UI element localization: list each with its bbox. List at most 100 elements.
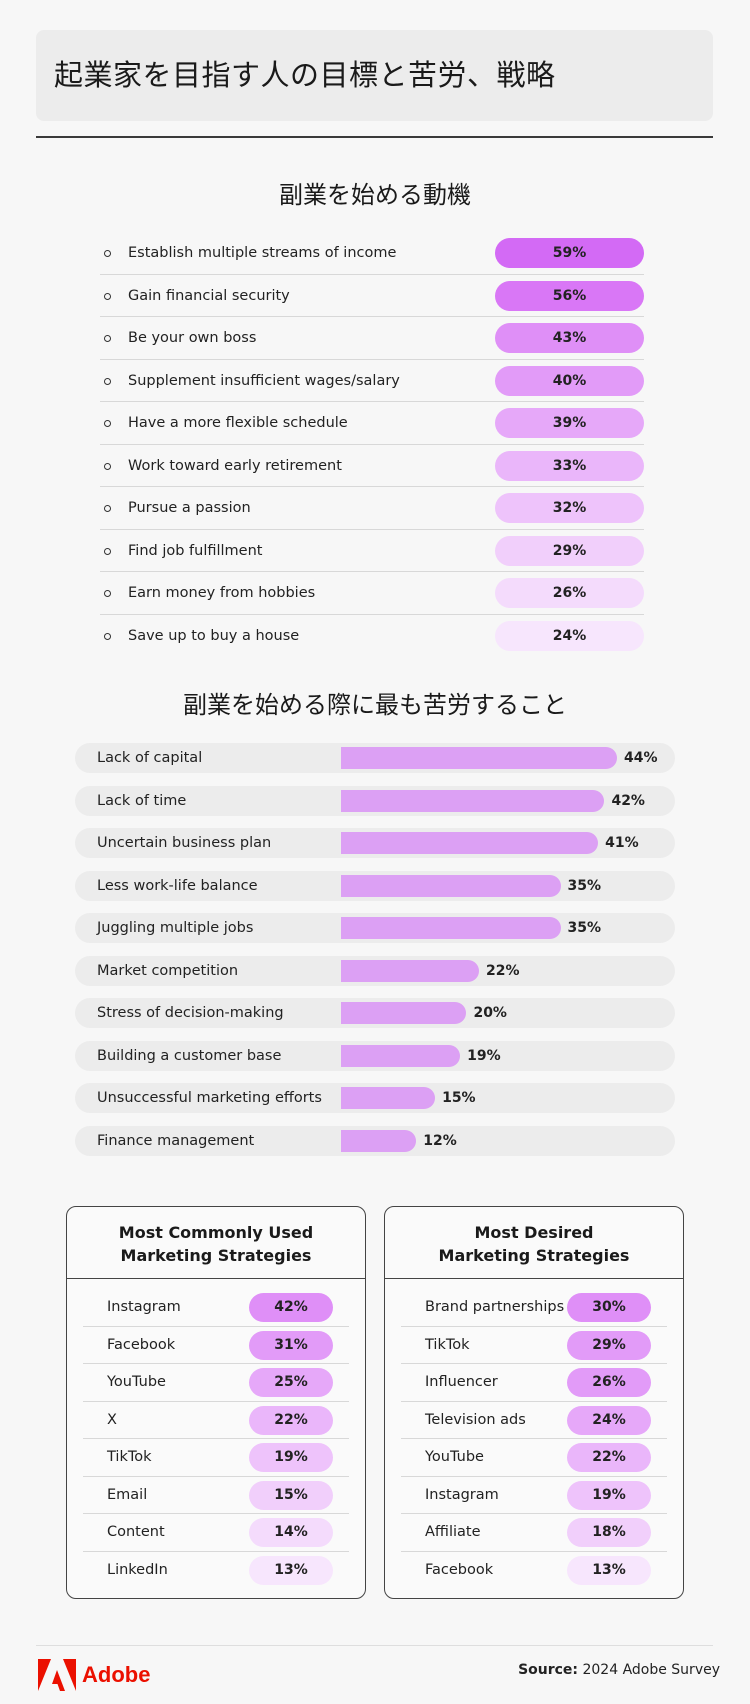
value-pill: 31% [249, 1330, 333, 1360]
strategy-label: Brand partnerships [425, 1299, 565, 1315]
value-pill: 29% [495, 535, 644, 566]
table-row: TikTok 19% [83, 1439, 349, 1477]
value-pill: 59% [495, 238, 644, 268]
bullet-icon [104, 590, 111, 597]
chart-row: Juggling multiple jobs 35% [75, 913, 675, 943]
card-title-line2: Marketing Strategies [120, 1246, 312, 1265]
bullet-icon [104, 505, 111, 512]
list-item: Be your own boss 43% [100, 317, 644, 360]
strategy-label: Facebook [425, 1561, 494, 1578]
strategy-label: YouTube [425, 1449, 484, 1465]
chart-bar [341, 747, 617, 769]
challenges-title: 副業を始める際に最も苦労すること [183, 691, 567, 719]
card-title-line1: Most Commonly Used [118, 1223, 314, 1242]
motivations-list: Establish multiple streams of income 59% G… [100, 232, 644, 657]
data-label: 35% [567, 877, 602, 894]
value-pill: 18% [567, 1518, 651, 1547]
card-most-desired: Most Desired Marketing Strategies Brand … [384, 1206, 684, 1599]
item-label: Find job fulfillment [128, 542, 263, 559]
strategy-label: Content [107, 1524, 165, 1540]
source-text: 2024 Adobe Survey [582, 1662, 720, 1678]
source-note: Source: 2024 Adobe Survey [518, 1662, 720, 1678]
value-pill: 13% [567, 1555, 651, 1585]
chart-bar [341, 1129, 417, 1152]
value-pill: 43% [495, 323, 644, 353]
strategy-label: Email [107, 1486, 148, 1503]
motivations-title: 副業を始める動機 [279, 181, 471, 209]
item-label: Earn money from hobbies [128, 585, 316, 601]
chart-row: Unsuccessful marketing efforts 15% [75, 1083, 675, 1113]
card-rows: Brand partnerships 30% TikTok 29% Influencer… [385, 1279, 683, 1589]
table-row: YouTube 25% [83, 1364, 349, 1402]
value-pill: 42% [249, 1293, 333, 1322]
data-label: 20% [473, 1005, 507, 1021]
bullet-icon [104, 462, 111, 470]
category-label: Lack of capital [97, 750, 203, 766]
data-label: 19% [467, 1047, 501, 1064]
value-pill: 26% [495, 578, 644, 608]
category-label: Finance management [97, 1132, 255, 1149]
card-title-line2: Marketing Strategies [438, 1246, 630, 1265]
strategy-label: LinkedIn [107, 1561, 168, 1578]
data-label: 12% [423, 1132, 457, 1149]
list-item: Work toward early retirement 33% [100, 445, 644, 487]
strategy-label: TikTok [425, 1336, 470, 1353]
category-label: Uncertain business plan [97, 835, 272, 851]
item-label: Save up to buy a house [128, 627, 300, 644]
data-label: 44% [624, 750, 658, 766]
chart-row: Market competition 22% [75, 955, 675, 986]
category-label: Juggling multiple jobs [97, 920, 254, 936]
value-pill: 32% [495, 493, 644, 523]
list-item: Earn money from hobbies 26% [100, 572, 644, 615]
chart-bar [341, 917, 561, 939]
table-row: YouTube 22% [401, 1439, 667, 1477]
bullet-icon [104, 632, 111, 640]
item-label: Be your own boss [128, 330, 257, 346]
item-label: Work toward early retirement [128, 457, 342, 474]
category-label: Stress of decision-making [97, 1005, 284, 1021]
card-rows: Instagram 42% Facebook 31% YouTube 25% X 22% Tik… [67, 1279, 365, 1589]
list-item: Pursue a passion 32% [100, 487, 644, 530]
value-pill: 29% [567, 1330, 651, 1360]
list-item: Gain financial security 56% [100, 275, 644, 317]
table-row: X 22% [83, 1402, 349, 1439]
page-title: 起業家を目指す人の目標と苦労、戦略 [54, 58, 556, 92]
chart-bar [341, 832, 599, 854]
card-title: Most Desired Marketing Strategies [385, 1207, 683, 1279]
table-row: Television ads 24% [401, 1402, 667, 1439]
chart-bar [341, 1087, 436, 1109]
bullet-icon [104, 420, 111, 427]
header-divider [36, 136, 713, 138]
table-row: Influencer 26% [401, 1364, 667, 1402]
list-item: Find job fulfillment 29% [100, 530, 644, 572]
chart-bar [341, 874, 561, 897]
item-label: Have a more flexible schedule [128, 415, 348, 431]
data-label: 35% [567, 920, 602, 936]
adobe-logo-icon [38, 1659, 76, 1691]
item-label: Gain financial security [128, 287, 290, 304]
item-label: Supplement insufficient wages/salary [128, 372, 400, 389]
category-label: Lack of time [97, 792, 187, 809]
chart-row: Finance management 12% [75, 1125, 675, 1156]
data-label: 22% [486, 962, 520, 979]
card-title: Most Commonly Used Marketing Strategies [67, 1207, 365, 1279]
strategy-label: Affiliate [425, 1524, 481, 1540]
value-pill: 22% [567, 1443, 651, 1472]
bullet-icon [104, 377, 111, 385]
footer-divider [36, 1645, 713, 1646]
chart-row: Building a customer base 19% [75, 1040, 675, 1071]
bullet-icon [104, 292, 111, 300]
chart-row: Lack of capital 44% [75, 743, 675, 773]
table-row: TikTok 29% [401, 1327, 667, 1364]
table-row: Affiliate 18% [401, 1514, 667, 1552]
category-label: Less work-life balance [97, 877, 258, 894]
value-pill: 26% [567, 1368, 651, 1397]
value-pill: 22% [249, 1405, 333, 1435]
value-pill: 56% [495, 280, 644, 311]
list-item: Establish multiple streams of income 59% [100, 232, 644, 275]
value-pill: 19% [249, 1443, 333, 1472]
category-label: Unsuccessful marketing efforts [97, 1090, 322, 1106]
category-label: Market competition [97, 962, 239, 979]
value-pill: 39% [495, 408, 644, 438]
strategy-label: Influencer [425, 1374, 498, 1390]
